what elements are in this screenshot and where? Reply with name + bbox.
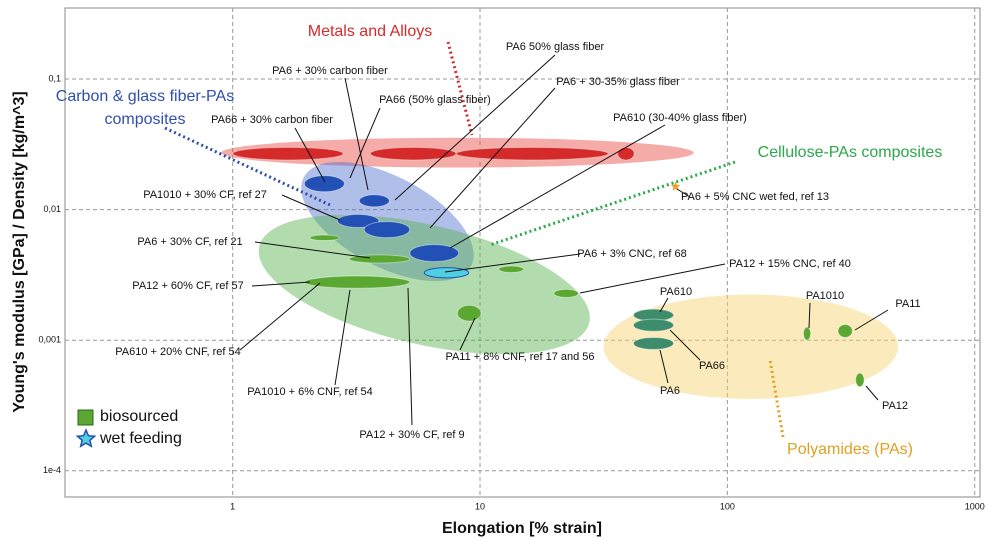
annotation: PA12: [882, 400, 908, 412]
leader-line: [294, 127, 326, 183]
leader-line: [659, 297, 669, 313]
annotation: PA6: [660, 385, 680, 397]
leader-line: [768, 359, 785, 438]
annotation: PA6 + 5% CNC wet fed, ref 13: [681, 191, 829, 203]
region-label: composites: [105, 111, 186, 128]
region-label: Polyamides (PAs): [787, 441, 913, 458]
leader-line: [459, 317, 476, 351]
leader-line: [429, 87, 556, 229]
x-axis-title: Elongation [% strain]: [442, 520, 602, 537]
data-ellipse: [632, 318, 675, 332]
leader-line: [164, 126, 331, 207]
data-ellipse: [456, 304, 482, 322]
y-tick-label: 0,1: [48, 73, 61, 83]
region-label: Carbon & glass fiber-PAs: [56, 88, 234, 105]
annotation: PA11: [895, 298, 920, 310]
annotation: PA6 + 30% carbon fiber: [272, 65, 388, 77]
y-tick-label: 0,01: [43, 204, 61, 214]
leader-line: [865, 385, 879, 401]
data-ellipse: [423, 267, 470, 279]
x-tick-label: 100: [720, 501, 735, 511]
legend-label: biosourced: [100, 408, 178, 425]
leader-line: [334, 289, 351, 386]
leader-line: [449, 124, 666, 249]
legend-label: wet feeding: [99, 430, 182, 447]
leader-line: [239, 282, 321, 351]
data-ellipse: [232, 146, 344, 161]
region-label: Cellulose-PAs composites: [758, 144, 943, 161]
leader-line: [669, 329, 701, 361]
data-ellipse: [855, 372, 865, 388]
leader-line: [344, 77, 369, 191]
leader-line: [489, 160, 736, 247]
data-ellipse: [553, 288, 579, 298]
annotation: PA6 + 3% CNC, ref 68: [577, 248, 687, 260]
data-ellipse: [498, 265, 525, 274]
region-label: Metals and Alloys: [308, 23, 433, 40]
region-envelope: [603, 294, 899, 399]
annotation: PA1010: [806, 290, 844, 302]
x-tick-label: 10: [475, 501, 485, 511]
leader-line: [254, 241, 371, 259]
leader-line: [251, 281, 311, 287]
data-ellipse: [632, 336, 675, 350]
y-tick-label: 1e-4: [43, 465, 61, 475]
leader-line: [407, 287, 413, 426]
data-ellipse: [358, 194, 390, 208]
leader-line: [808, 302, 811, 329]
data-ellipse: [802, 326, 812, 341]
annotation: PA1010 + 6% CNF, ref 54: [247, 386, 372, 398]
data-ellipse: [617, 146, 635, 161]
data-ellipse: [455, 146, 609, 161]
data-ellipse: [369, 146, 457, 161]
annotation: PA12 + 15% CNC, ref 40: [729, 258, 851, 270]
plot-area: [64, 7, 981, 498]
data-ellipse: [363, 221, 411, 239]
leader-line: [446, 41, 474, 136]
legend-swatch: [75, 428, 97, 448]
leader-line: [444, 253, 581, 273]
leader-line: [349, 107, 381, 179]
star-point: [670, 181, 681, 191]
leader-line: [854, 309, 889, 331]
data-ellipse: [409, 244, 460, 263]
leader-line: [676, 188, 691, 198]
annotation: PA12 + 60% CF, ref 57: [132, 280, 243, 292]
leader-line: [579, 263, 726, 294]
annotation: PA11 + 8% CNF, ref 17 and 56: [445, 351, 594, 363]
data-ellipse: [309, 234, 340, 242]
annotation: PA6 50% glass fiber: [506, 41, 605, 53]
annotation: PA610 (30-40% glass fiber): [613, 112, 747, 124]
annotation: PA610 + 20% CNF, ref 54: [115, 346, 240, 358]
leader-line: [281, 194, 341, 221]
annotation: PA66 (50% glass fiber): [379, 94, 491, 106]
annotation: PA12 + 30% CF, ref 9: [359, 429, 464, 441]
data-ellipse: [837, 323, 853, 338]
annotation: PA6 + 30% CF, ref 21: [137, 236, 242, 248]
annotation: PA1010 + 30% CF, ref 27: [143, 189, 267, 201]
region-envelope: [258, 214, 590, 355]
x-tick-label: 1000: [965, 501, 985, 511]
y-tick-label: 0,001: [38, 335, 61, 345]
annotation: PA66 + 30% carbon fiber: [211, 114, 333, 126]
annotation: PA610: [660, 286, 692, 298]
annotation: PA66: [699, 360, 725, 372]
x-tick-label: 1: [230, 501, 235, 511]
data-ellipse: [303, 175, 345, 193]
y-axis-title: Young's modulus [GPa] / Density [kg/m^3]: [11, 91, 28, 412]
data-ellipse: [303, 275, 411, 289]
data-ellipse: [336, 213, 380, 228]
legend-swatch: [77, 409, 94, 426]
leader-line: [394, 54, 556, 201]
leader-line: [659, 349, 669, 384]
annotation: PA6 + 30-35% glass fiber: [556, 76, 680, 88]
